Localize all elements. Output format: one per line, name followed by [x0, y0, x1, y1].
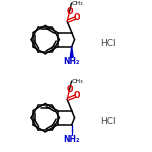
Text: NH₂: NH₂ [64, 57, 80, 66]
Text: HCl: HCl [100, 39, 116, 48]
Text: CH₃: CH₃ [72, 79, 84, 84]
Text: O: O [73, 13, 80, 22]
Text: O: O [66, 7, 73, 16]
Text: NH₂: NH₂ [64, 135, 80, 144]
Text: O: O [66, 85, 73, 94]
Polygon shape [70, 47, 73, 57]
Text: O: O [73, 91, 80, 100]
Text: HCl: HCl [100, 117, 116, 126]
Text: CH₃: CH₃ [72, 1, 84, 6]
